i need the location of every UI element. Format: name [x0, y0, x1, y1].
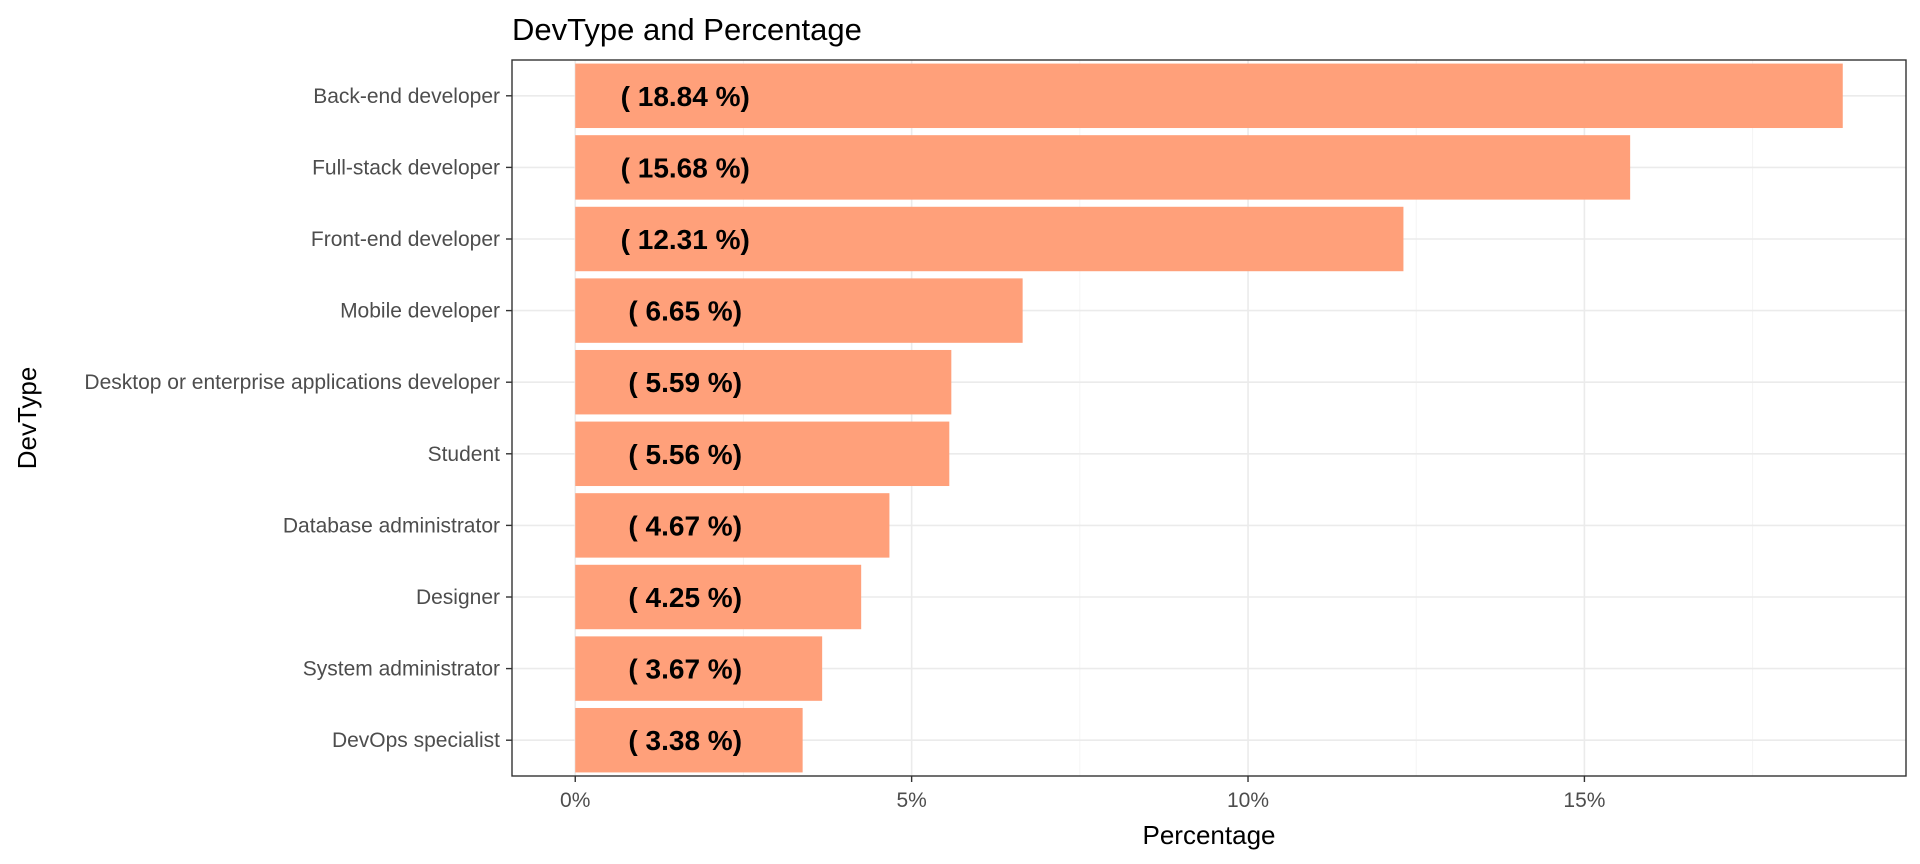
bar	[575, 564, 862, 630]
bar	[575, 636, 823, 701]
y-tick-label: Full-stack developer	[312, 156, 500, 179]
x-tick-label: 10%	[1227, 789, 1269, 812]
y-axis-title: DevType	[12, 367, 42, 470]
bar	[575, 135, 1631, 200]
y-tick-label: Designer	[416, 586, 500, 609]
y-axis-ticks: Back-end developer Full-stack developer Fr…	[84, 85, 512, 752]
bars	[575, 63, 1843, 773]
x-tick-label: 5%	[896, 789, 926, 812]
bar-labels: ( 18.84 %) ( 15.68 %) ( 12.31 %) ( 6.65 %) (…	[621, 81, 750, 756]
bar	[575, 421, 950, 487]
y-tick-label: Desktop or enterprise applications devel…	[84, 371, 500, 394]
y-tick-label: Back-end developer	[313, 85, 500, 108]
bar	[575, 63, 1843, 129]
bar	[575, 707, 803, 773]
y-tick-label: Front-end developer	[311, 228, 500, 251]
bar	[575, 349, 952, 415]
panel-border	[511, 59, 1907, 777]
bar-value-label: ( 6.65 %)	[628, 296, 742, 327]
x-axis-title: Percentage	[1143, 820, 1276, 850]
bar-value-label: ( 3.67 %)	[628, 654, 742, 685]
bar-value-label: ( 15.68 %)	[621, 152, 750, 183]
bar-value-label: ( 5.59 %)	[628, 367, 742, 398]
bar-value-label: ( 3.38 %)	[628, 725, 742, 756]
x-tick-label: 0%	[560, 789, 590, 812]
x-tick-label: 15%	[1563, 789, 1605, 812]
bar-value-label: ( 18.84 %)	[621, 81, 750, 112]
bar	[575, 493, 890, 558]
bar-value-label: ( 4.25 %)	[628, 582, 742, 613]
y-tick-label: System administrator	[303, 658, 500, 681]
bar	[575, 206, 1404, 272]
bar	[575, 278, 1023, 343]
bar-value-label: ( 12.31 %)	[621, 224, 750, 255]
chart-title: DevType and Percentage	[512, 12, 862, 47]
bar-value-label: ( 4.67 %)	[628, 510, 742, 541]
y-tick-label: Student	[428, 443, 501, 466]
y-tick-label: Database administrator	[283, 514, 500, 537]
y-tick-label: DevOps specialist	[332, 729, 500, 752]
bar-value-label: ( 5.56 %)	[628, 439, 742, 470]
y-tick-label: Mobile developer	[340, 300, 500, 323]
x-axis-ticks: 0% 5% 10% 15%	[560, 776, 1605, 812]
